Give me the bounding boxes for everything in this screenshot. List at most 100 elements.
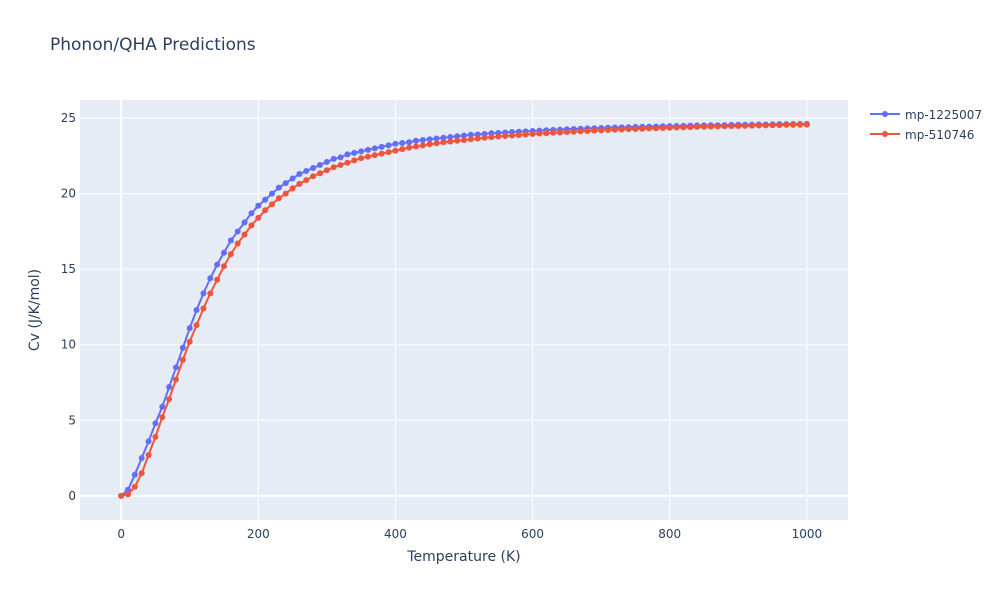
data-point[interactable] <box>742 122 749 129</box>
data-point[interactable] <box>550 129 557 136</box>
data-point[interactable] <box>769 122 776 129</box>
data-point[interactable] <box>707 123 714 130</box>
data-point[interactable] <box>179 356 186 363</box>
legend-item-series-2[interactable]: mp-510746 <box>870 128 974 142</box>
data-point[interactable] <box>289 185 296 192</box>
data-point[interactable] <box>426 141 433 148</box>
data-point[interactable] <box>337 161 344 168</box>
data-point[interactable] <box>632 126 639 133</box>
data-point[interactable] <box>275 195 282 202</box>
data-point[interactable] <box>440 139 447 146</box>
data-point[interactable] <box>152 420 159 427</box>
data-point[interactable] <box>317 161 323 168</box>
data-point[interactable] <box>618 126 625 133</box>
data-point[interactable] <box>392 140 399 147</box>
data-point[interactable] <box>392 147 399 154</box>
data-point[interactable] <box>234 228 241 235</box>
data-point[interactable] <box>755 122 762 129</box>
data-point[interactable] <box>351 157 358 164</box>
data-point[interactable] <box>584 127 591 134</box>
data-point[interactable] <box>118 492 125 499</box>
data-point[interactable] <box>454 133 461 140</box>
data-point[interactable] <box>461 137 467 144</box>
data-point[interactable] <box>659 124 666 131</box>
data-point[interactable] <box>680 124 687 131</box>
data-point[interactable] <box>221 249 227 256</box>
data-point[interactable] <box>166 396 173 403</box>
data-point[interactable] <box>351 149 358 156</box>
data-point[interactable] <box>207 275 214 282</box>
data-point[interactable] <box>591 127 598 134</box>
data-point[interactable] <box>433 140 440 147</box>
data-point[interactable] <box>358 155 365 162</box>
data-point[interactable] <box>138 455 145 462</box>
data-point[interactable] <box>152 433 159 440</box>
data-point[interactable] <box>138 470 145 477</box>
data-point[interactable] <box>803 121 810 128</box>
data-point[interactable] <box>762 122 769 129</box>
data-point[interactable] <box>248 222 255 229</box>
data-point[interactable] <box>262 207 269 214</box>
data-point[interactable] <box>406 139 413 146</box>
data-point[interactable] <box>666 124 673 131</box>
data-point[interactable] <box>776 122 783 129</box>
data-point[interactable] <box>303 168 310 175</box>
data-point[interactable] <box>625 126 632 133</box>
data-point[interactable] <box>227 237 234 244</box>
data-point[interactable] <box>502 132 509 139</box>
data-point[interactable] <box>282 180 289 187</box>
data-point[interactable] <box>413 143 419 150</box>
data-point[interactable] <box>289 175 296 182</box>
data-point[interactable] <box>694 123 701 130</box>
data-point[interactable] <box>344 151 351 158</box>
data-point[interactable] <box>330 164 337 171</box>
data-point[interactable] <box>536 130 543 137</box>
data-point[interactable] <box>269 190 275 197</box>
data-point[interactable] <box>714 123 721 130</box>
data-point[interactable] <box>131 483 138 490</box>
data-point[interactable] <box>323 158 330 165</box>
data-point[interactable] <box>227 251 234 258</box>
data-point[interactable] <box>159 403 166 410</box>
data-point[interactable] <box>598 127 605 134</box>
data-point[interactable] <box>255 214 262 221</box>
data-point[interactable] <box>399 140 406 147</box>
data-point[interactable] <box>207 290 214 297</box>
data-point[interactable] <box>200 290 207 297</box>
data-point[interactable] <box>529 130 536 137</box>
data-point[interactable] <box>495 133 502 140</box>
data-point[interactable] <box>454 137 461 144</box>
data-point[interactable] <box>317 170 323 177</box>
data-point[interactable] <box>365 146 371 153</box>
data-point[interactable] <box>186 338 193 345</box>
data-point[interactable] <box>563 129 570 136</box>
data-point[interactable] <box>570 128 577 135</box>
data-point[interactable] <box>543 130 550 137</box>
data-point[interactable] <box>605 127 611 134</box>
data-point[interactable] <box>735 122 742 129</box>
data-point[interactable] <box>358 148 365 155</box>
data-point[interactable] <box>673 124 680 131</box>
data-point[interactable] <box>461 132 467 139</box>
data-point[interactable] <box>303 177 310 184</box>
data-point[interactable] <box>488 134 495 141</box>
data-point[interactable] <box>467 131 474 138</box>
data-point[interactable] <box>481 134 488 141</box>
data-point[interactable] <box>447 134 454 141</box>
data-point[interactable] <box>378 150 385 157</box>
data-point[interactable] <box>728 123 735 130</box>
data-point[interactable] <box>426 136 433 143</box>
data-point[interactable] <box>371 152 378 159</box>
data-point[interactable] <box>790 121 797 128</box>
data-point[interactable] <box>701 123 707 130</box>
data-point[interactable] <box>385 142 392 149</box>
data-point[interactable] <box>241 231 248 238</box>
data-point[interactable] <box>577 128 584 135</box>
data-point[interactable] <box>186 325 193 332</box>
data-point[interactable] <box>200 305 207 312</box>
data-point[interactable] <box>145 438 152 445</box>
data-point[interactable] <box>371 145 378 152</box>
data-point[interactable] <box>166 384 173 391</box>
data-point[interactable] <box>310 164 317 171</box>
data-point[interactable] <box>474 135 481 142</box>
